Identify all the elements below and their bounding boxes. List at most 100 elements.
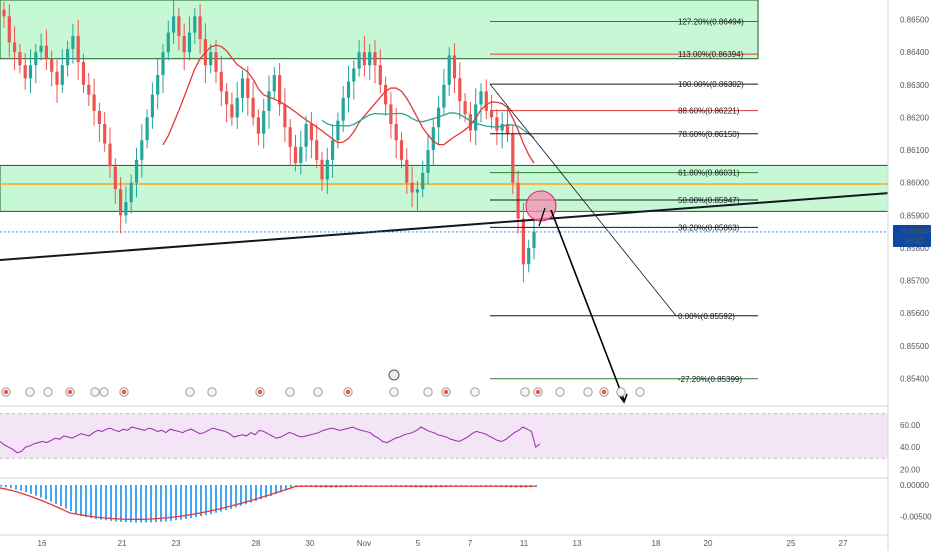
event-marker [583,387,593,397]
macd-histogram-bar [380,485,382,486]
macd-histogram-bar [260,485,262,500]
macd-histogram-bar [535,485,537,488]
event-marker [635,387,645,397]
macd-histogram-bar [25,485,27,493]
candle [134,159,139,183]
macd-histogram-bar [460,485,462,486]
fib-level-label: 61.80%(0.86031) [678,169,740,178]
candle [7,16,11,43]
candle [458,78,462,102]
macd-tick-label: -0.00500 [900,512,932,521]
candle [92,94,96,111]
candle [23,65,27,79]
candle [447,55,451,85]
event-marker [90,387,100,397]
candle [278,75,282,105]
price-tick-label: 0.86400 [900,48,929,57]
macd-histogram-bar [15,485,17,490]
current-price-tag [893,224,931,247]
candle [71,35,75,49]
candle [315,140,319,160]
price-tick-label: 0.86500 [900,16,929,25]
event-marker-dot [601,389,607,395]
macd-pane[interactable]: 0.00000 -0.00500 [0,477,932,523]
candle [172,16,176,33]
event-marker [520,387,530,397]
macd-histogram-bar [95,485,97,519]
candle [299,146,303,164]
macd-histogram-bar [145,485,147,523]
macd-histogram-bar [485,485,487,487]
macd-histogram-bar [80,485,82,517]
candle [309,123,313,141]
fib-level-label: 88.60%(0.86221) [678,107,740,116]
candle [352,68,356,82]
event-marker-dot [443,389,449,395]
date-tick-label: 5 [416,539,421,548]
macd-histogram-bar [55,485,57,504]
macd-histogram-bar [220,485,222,512]
event-marker [555,387,565,397]
event-marker [285,387,295,397]
macd-histogram-bar [35,485,37,496]
candle [452,55,457,79]
candle [341,97,345,121]
candle [527,247,531,265]
price-pane[interactable]: 127.20%(0.86494) 113.00%(0.86394) 100.00%(… [0,0,889,404]
candle [267,91,271,111]
date-axis[interactable]: 16 21 23 28 30 Nov 5 7 11 13 18 20 25 27 [0,534,888,548]
macd-histogram-bar [215,485,217,513]
macd-histogram-bar [280,485,282,493]
candle [251,97,255,118]
candle [198,16,202,40]
macd-histogram-bar [70,485,72,512]
macd-histogram-bar [195,485,197,518]
macd-histogram-bar [45,485,47,500]
macd-histogram-bar [475,485,477,486]
fib-level-label: 113.00%(0.86394) [678,50,744,59]
candle [235,97,239,118]
macd-histogram-bar [370,485,372,486]
macd-histogram-bar [160,485,162,522]
event-marker [389,387,399,397]
candle [214,52,218,72]
candle [108,143,112,167]
macd-histogram-bar [480,485,482,486]
candle [166,32,170,53]
candle [479,91,483,105]
date-tick-label: 16 [38,539,47,548]
candle [230,104,234,118]
fib-level-label: 127.20%(0.86494) [678,18,744,27]
candle [150,94,154,118]
candle [394,123,398,141]
projection-arrow [550,209,625,401]
candle [193,16,197,33]
projection-arrowhead [618,393,628,404]
event-marker [43,387,53,397]
fib-level-label: 100.00%(0.86302) [678,80,744,89]
rsi-pane[interactable]: 60.00 40.00 20.00 [0,405,921,474]
event-markers-row[interactable] [1,369,645,397]
candle [373,52,377,66]
macd-histogram-bar [365,485,367,486]
candle [500,123,504,131]
candle [346,81,351,98]
candle [495,117,499,131]
price-axis[interactable]: 0.86500 0.86400 0.86300 0.86200 0.86100 0.860… [887,0,931,550]
retest-highlight-circle [525,190,557,222]
macd-histogram-bar [5,485,7,488]
macd-histogram-bar [250,485,252,503]
candle [405,159,409,183]
macd-histogram-bar [285,485,287,491]
candle [521,218,525,265]
candle [119,189,123,216]
small-up-arrow [538,207,546,227]
event-marker [616,387,626,397]
candle [320,159,324,180]
candle [97,110,101,124]
macd-histogram-bar [165,485,167,522]
fib-level-label: 78.60%(0.86150) [678,130,740,139]
rsi-tick-label: 20.00 [900,465,921,474]
countdown-text: 36:07 [904,237,925,246]
macd-histogram-bar [230,485,232,509]
